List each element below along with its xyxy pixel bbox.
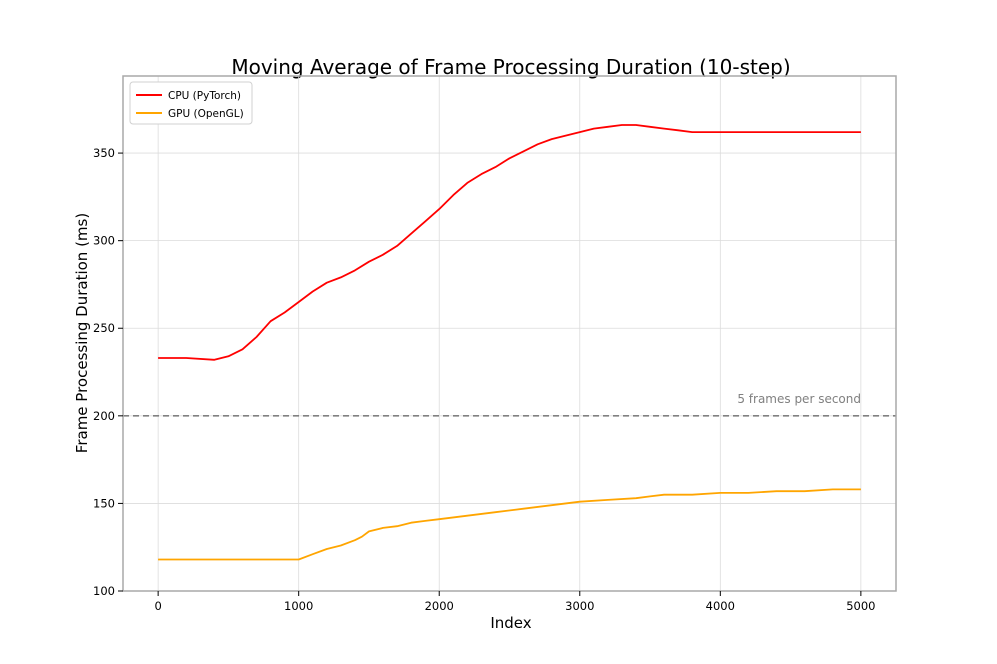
x-tick-label: 0 — [154, 599, 161, 613]
series-layer — [158, 124, 861, 561]
x-tick-label: 5000 — [846, 599, 875, 613]
y-tick-label: 150 — [93, 496, 115, 510]
x-tick-label: 4000 — [706, 599, 735, 613]
legend: CPU (PyTorch) GPU (OpenGL) — [129, 81, 253, 125]
legend-label-cpu: CPU (PyTorch) — [168, 90, 241, 102]
x-tick-label: 2000 — [425, 599, 454, 613]
x-axis-label: Index — [490, 614, 531, 632]
plot-frame — [122, 75, 897, 592]
y-axis-label: Frame Processing Duration (ms) — [73, 213, 91, 453]
x-axis-ticks: 0 1000 2000 3000 4000 5000 — [154, 591, 876, 613]
x-tick-label: 3000 — [565, 599, 594, 613]
legend-label-gpu: GPU (OpenGL) — [168, 108, 244, 120]
x-tick-label: 1000 — [284, 599, 313, 613]
y-tick-label: 250 — [93, 321, 115, 335]
y-axis-ticks: 100 150 200 250 300 350 — [93, 146, 123, 598]
y-tick-label: 350 — [93, 146, 115, 160]
y-tick-label: 100 — [93, 584, 115, 598]
chart-title: Moving Average of Frame Processing Durat… — [231, 55, 790, 79]
series-line-1 — [158, 488, 861, 561]
grid — [123, 76, 896, 592]
series-line-0 — [158, 124, 861, 361]
y-tick-label: 300 — [93, 234, 115, 248]
y-tick-label: 200 — [93, 409, 115, 423]
annotation-label: 5 frames per second — [737, 392, 861, 406]
